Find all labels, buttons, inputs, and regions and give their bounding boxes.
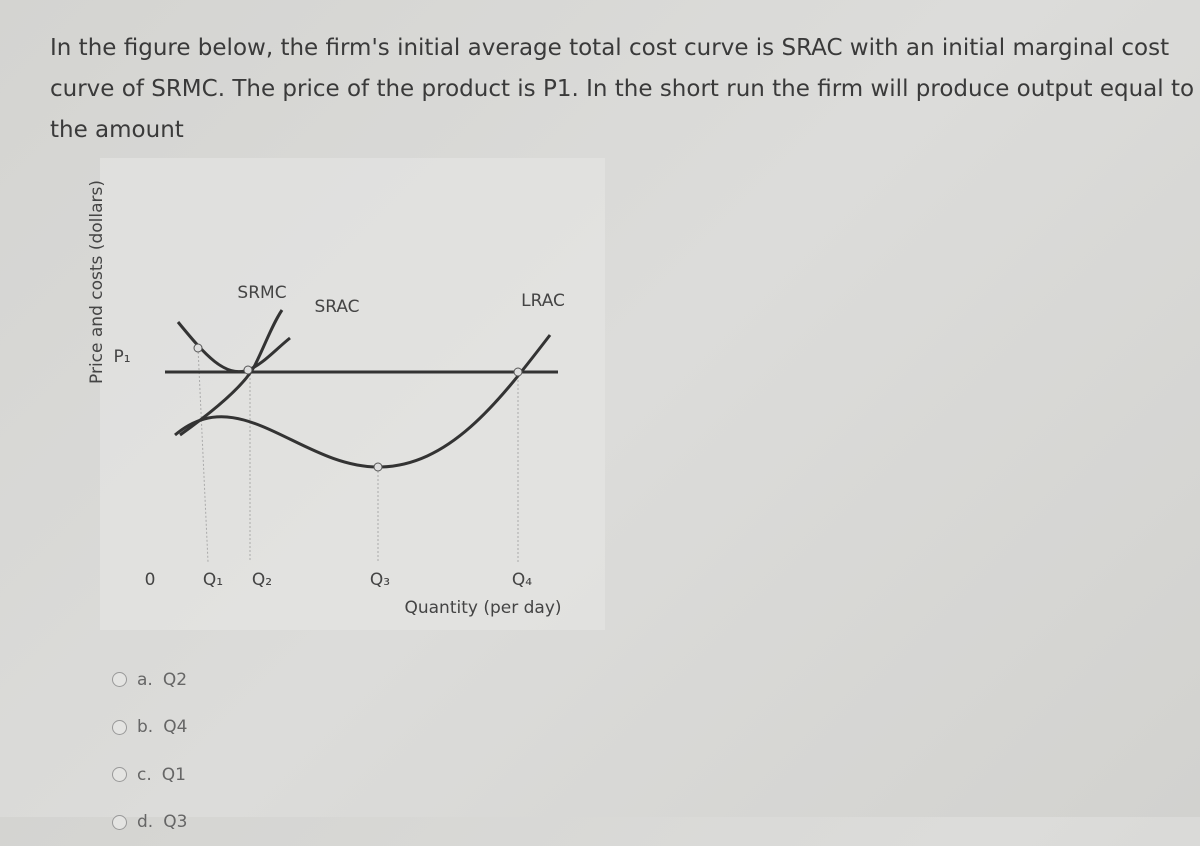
option-letter: a. [137,670,153,690]
option[interactable]: c. Q1 [112,751,187,799]
origin-label: 0 [145,570,156,590]
options: a. Q2 b. Q4 c. Q1 d. Q3 [112,656,187,846]
x-label: Q₂ [252,570,272,590]
price-label: P₁ [113,347,130,367]
x-label: Q₄ [512,570,532,590]
x-label: Q₃ [370,570,390,590]
curve-label: SRAC [314,297,359,317]
option-text: Q1 [162,765,186,785]
option[interactable]: d. Q3 [112,799,187,846]
option[interactable]: b. Q4 [112,704,187,752]
radio[interactable] [112,815,127,830]
figure-background [100,158,605,630]
option-text: Q2 [163,670,187,690]
option-letter: b. [137,717,153,737]
y-axis-label: Price and costs (dollars) [87,180,107,384]
option-letter: c. [137,765,152,785]
curve-label: LRAC [521,291,565,311]
page: {"question": "In the figure below, the f… [0,0,1200,817]
curve-label: SRMC [237,283,286,303]
option-letter: d. [137,812,153,832]
radio[interactable] [112,720,127,735]
x-axis-label: Quantity (per day) [404,598,561,618]
radio[interactable] [112,767,127,782]
x-label: Q₁ [203,570,223,590]
option[interactable]: a. Q2 [112,656,187,704]
option-text: Q3 [163,812,187,832]
option-text: Q4 [163,717,187,737]
radio[interactable] [112,672,127,687]
